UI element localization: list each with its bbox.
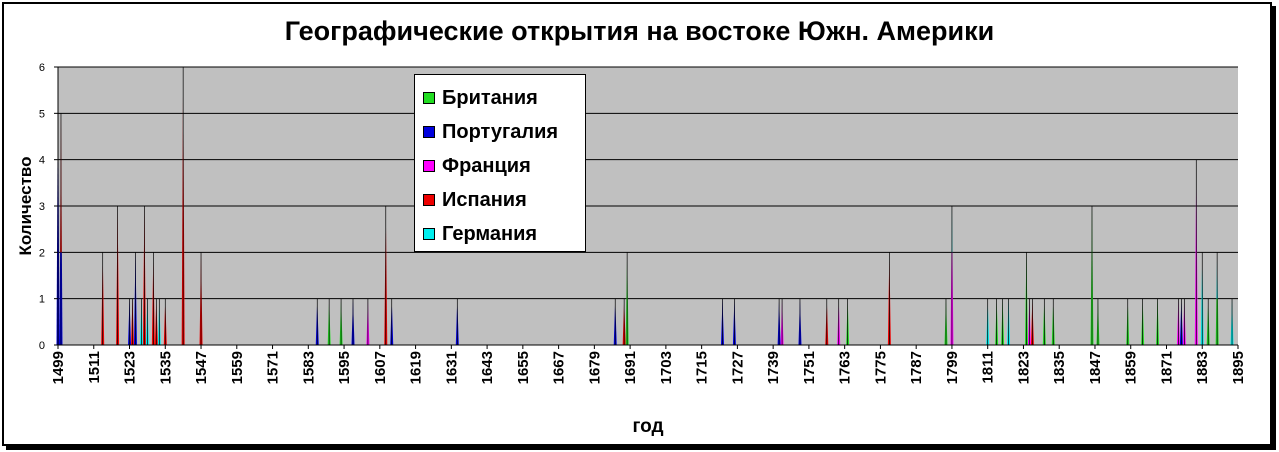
y-tick-label: 6 — [39, 62, 45, 74]
y-tick-label: 3 — [39, 201, 45, 213]
x-tick-label: 1811 — [980, 351, 997, 384]
legend-item: Португалия — [415, 115, 585, 149]
x-tick-label: 1799 — [944, 351, 961, 384]
legend-label: Франция — [442, 154, 531, 177]
x-tick-label: 1643 — [479, 351, 496, 384]
y-tick-label: 0 — [39, 340, 45, 352]
x-tick-label: 1691 — [622, 351, 639, 384]
legend-item: Германия — [415, 217, 585, 251]
y-tick-label: 5 — [39, 108, 45, 120]
x-tick-label: 1895 — [1230, 351, 1247, 384]
x-axis-title: год — [632, 416, 664, 437]
gridlines — [58, 66, 1238, 300]
x-tick-label: 1523 — [122, 351, 139, 384]
x-tick-label: 1511 — [86, 351, 103, 384]
chart-title: Географические открытия на востоке Южн. … — [284, 16, 995, 46]
x-tick-label: 1619 — [408, 351, 425, 384]
y-tick-label: 2 — [39, 247, 45, 259]
x-tick-label: 1595 — [336, 351, 353, 384]
legend-item: Франция — [415, 149, 585, 183]
x-tick-label: 1871 — [1158, 351, 1175, 384]
x-tick-label: 1667 — [551, 351, 568, 384]
x-tick-labels: 1499 1511 1523 1535 1547 1559 1571 1583 1595 1607… — [50, 351, 1247, 384]
x-tick-label: 1607 — [372, 351, 389, 384]
x-tick-label: 1559 — [229, 351, 246, 384]
legend-swatch — [423, 92, 435, 104]
legend: Британия Португалия Франция Испания Германия — [414, 74, 586, 252]
x-tick-label: 1703 — [658, 351, 675, 384]
y-tick-labels: 0 1 2 3 4 5 6 — [39, 62, 45, 352]
legend-swatch — [423, 160, 435, 172]
legend-label: Германия — [442, 222, 538, 245]
x-tick-label: 1787 — [908, 351, 925, 384]
x-tick-label: 1751 — [801, 351, 818, 384]
legend-label: Испания — [442, 188, 527, 211]
x-tick-label: 1715 — [694, 351, 711, 384]
x-tick-label: 1835 — [1051, 351, 1068, 384]
x-tick-label: 1739 — [765, 351, 782, 384]
legend-item: Испания — [415, 183, 585, 217]
x-tick-label: 1655 — [515, 351, 532, 384]
x-tick-label: 1883 — [1194, 351, 1211, 384]
legend-item: Британия — [415, 81, 585, 115]
x-tick-label: 1547 — [193, 351, 210, 384]
x-tick-label: 1499 — [50, 351, 67, 384]
y-tick-label: 1 — [39, 294, 45, 306]
legend-swatch — [423, 228, 435, 240]
legend-swatch — [423, 194, 435, 206]
x-tick-label: 1763 — [837, 351, 854, 384]
x-tick-label: 1823 — [1015, 351, 1032, 384]
x-tick-label: 1847 — [1087, 351, 1104, 384]
x-tick-label: 1679 — [586, 351, 603, 384]
y-tick-label: 4 — [39, 155, 45, 167]
legend-swatch — [423, 126, 435, 138]
x-tick-label: 1583 — [300, 351, 317, 384]
legend-label: Британия — [442, 86, 538, 109]
x-tick-label: 1535 — [157, 351, 174, 384]
x-tick-label: 1859 — [1123, 351, 1140, 384]
legend-label: Португалия — [442, 120, 559, 143]
axes — [54, 66, 1239, 349]
x-tick-label: 1775 — [872, 351, 889, 384]
series-areas — [56, 67, 1234, 345]
x-tick-label: 1631 — [443, 351, 460, 384]
x-tick-label: 1727 — [729, 351, 746, 384]
x-tick-label: 1571 — [265, 351, 282, 384]
